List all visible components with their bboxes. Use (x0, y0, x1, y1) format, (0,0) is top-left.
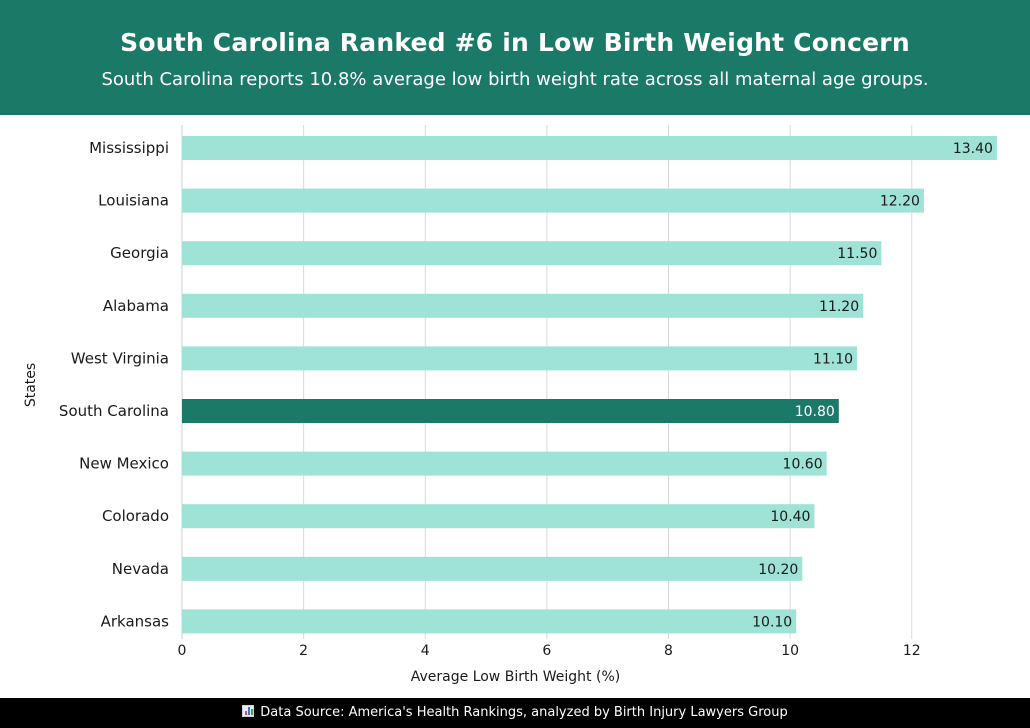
category-label: Louisiana (98, 192, 169, 210)
category-label: New Mexico (79, 455, 169, 473)
x-tick-label: 8 (664, 643, 673, 659)
bar (182, 399, 839, 423)
bar (182, 241, 882, 266)
bar-value-label: 10.10 (752, 614, 792, 630)
x-tick-label: 6 (542, 643, 551, 659)
category-label: West Virginia (71, 349, 169, 367)
category-label: Alabama (103, 297, 169, 315)
chart-subtitle: South Carolina reports 10.8% average low… (101, 69, 929, 90)
bar (182, 188, 924, 213)
bar-value-label: 12.20 (880, 194, 920, 210)
category-label: Colorado (102, 507, 169, 525)
y-axis-title: States (23, 363, 39, 407)
bar-value-label: 13.40 (953, 141, 993, 157)
bar (182, 609, 797, 634)
chart-title: South Carolina Ranked #6 in Low Birth We… (120, 28, 910, 57)
bar-chart: 13.40 Mississippi 12.20 Louisiana 11.50 Georg… (23, 125, 997, 685)
bar (182, 346, 858, 371)
bar-value-label: 11.10 (813, 351, 853, 367)
x-tick-label: 2 (299, 643, 308, 659)
bar (182, 451, 827, 476)
bar-value-label: 10.20 (758, 562, 798, 578)
footer-source-text: Data Source: America's Health Rankings, … (260, 705, 788, 720)
bar-value-label: 10.60 (783, 457, 823, 473)
bar-value-label: 10.40 (770, 509, 810, 525)
category-label: Georgia (110, 244, 169, 262)
bar (182, 556, 803, 581)
bar-value-label: 11.20 (819, 299, 859, 315)
bar (182, 504, 815, 529)
category-label: South Carolina (59, 402, 169, 420)
chart-header: South Carolina Ranked #6 in Low Birth We… (0, 0, 1030, 115)
bar (182, 136, 997, 160)
x-tick-label: 4 (421, 643, 430, 659)
footer: Data Source: America's Health Rankings, … (0, 698, 1030, 728)
bar-value-label: 10.80 (795, 404, 835, 420)
x-tick-label: 10 (781, 643, 799, 659)
category-label: Arkansas (101, 612, 170, 630)
category-label: Mississippi (89, 139, 169, 157)
x-axis-title: Average Low Birth Weight (%) (411, 669, 620, 685)
bar-chart-icon (242, 705, 255, 717)
x-tick-label: 0 (178, 643, 187, 659)
category-label: Nevada (112, 560, 169, 578)
x-tick-label: 12 (903, 643, 921, 659)
bar-value-label: 11.50 (837, 246, 877, 262)
bar (182, 293, 864, 318)
